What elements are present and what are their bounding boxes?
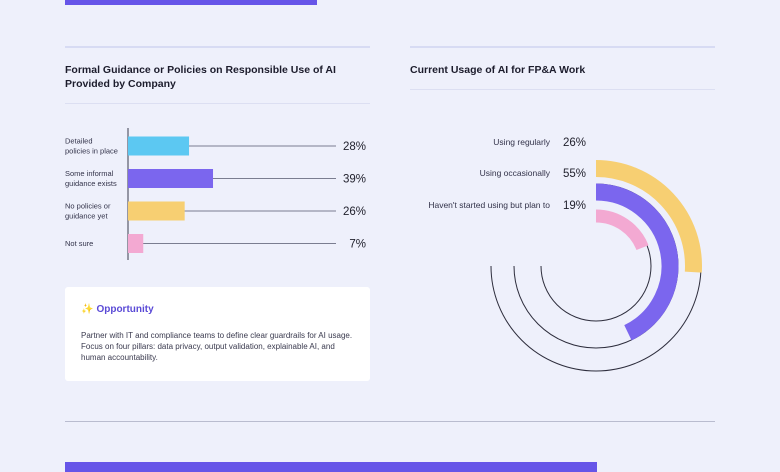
- opportunity-title-text: Opportunity: [96, 304, 154, 315]
- bar: [128, 234, 144, 253]
- bar-category-label: No policies or guidance yet: [65, 202, 111, 221]
- radial-bar: [595, 183, 679, 341]
- bar-category-line: guidance yet: [65, 212, 108, 221]
- radial-bar: [595, 160, 702, 273]
- left-title-divider: [65, 103, 370, 104]
- bar-category-line: Detailed: [65, 137, 93, 146]
- opportunity-title: ✨ Opportunity: [81, 304, 154, 315]
- bar: [128, 201, 185, 221]
- radial-category-label: Using regularly: [493, 137, 550, 147]
- bar-category-line: policies in place: [65, 147, 118, 156]
- opportunity-card: ✨ Opportunity Partner with IT and complia…: [65, 287, 370, 381]
- bar-category-label: Some informal guidance exists: [65, 169, 117, 188]
- bar-value-label: 28%: [343, 141, 366, 153]
- bar-category-label: Detailed policies in place: [65, 137, 118, 156]
- bar-value-label: 39%: [343, 174, 366, 186]
- bar-category-line: No policies or: [65, 202, 111, 211]
- radial-bar: [595, 209, 649, 251]
- bar: [128, 169, 214, 188]
- bottom-divider: [65, 421, 715, 422]
- top-accent-bar: [65, 0, 317, 5]
- bar-category-label: Not sure: [65, 239, 93, 248]
- bar: [128, 136, 190, 156]
- sparkle-icon: ✨: [81, 304, 94, 315]
- bar-value-label: 7%: [349, 239, 366, 251]
- bottom-accent-bar: [65, 462, 597, 472]
- radial-category-label: Using occasionally: [480, 168, 551, 178]
- radial-value-label: 55%: [563, 168, 586, 180]
- right-chart-title: Current Usage of AI for FP&A Work: [410, 64, 586, 76]
- bar-category-line: Some informal: [65, 169, 114, 178]
- left-panel-top-rule: [65, 46, 370, 48]
- right-panel-top-rule: [410, 46, 715, 48]
- right-title-divider: [410, 89, 715, 90]
- opportunity-body: Partner with IT and compliance teams to …: [81, 331, 353, 362]
- radial-value-label: 19%: [563, 200, 586, 212]
- bar-value-label: 26%: [343, 206, 366, 218]
- bar-category-line: Not sure: [65, 239, 93, 248]
- radial-value-label: 26%: [563, 137, 586, 149]
- left-chart-title: Formal Guidance or Policies on Responsib…: [65, 64, 336, 90]
- bar-category-line: guidance exists: [65, 179, 117, 188]
- radial-category-label: Haven't started using but plan to: [428, 200, 550, 210]
